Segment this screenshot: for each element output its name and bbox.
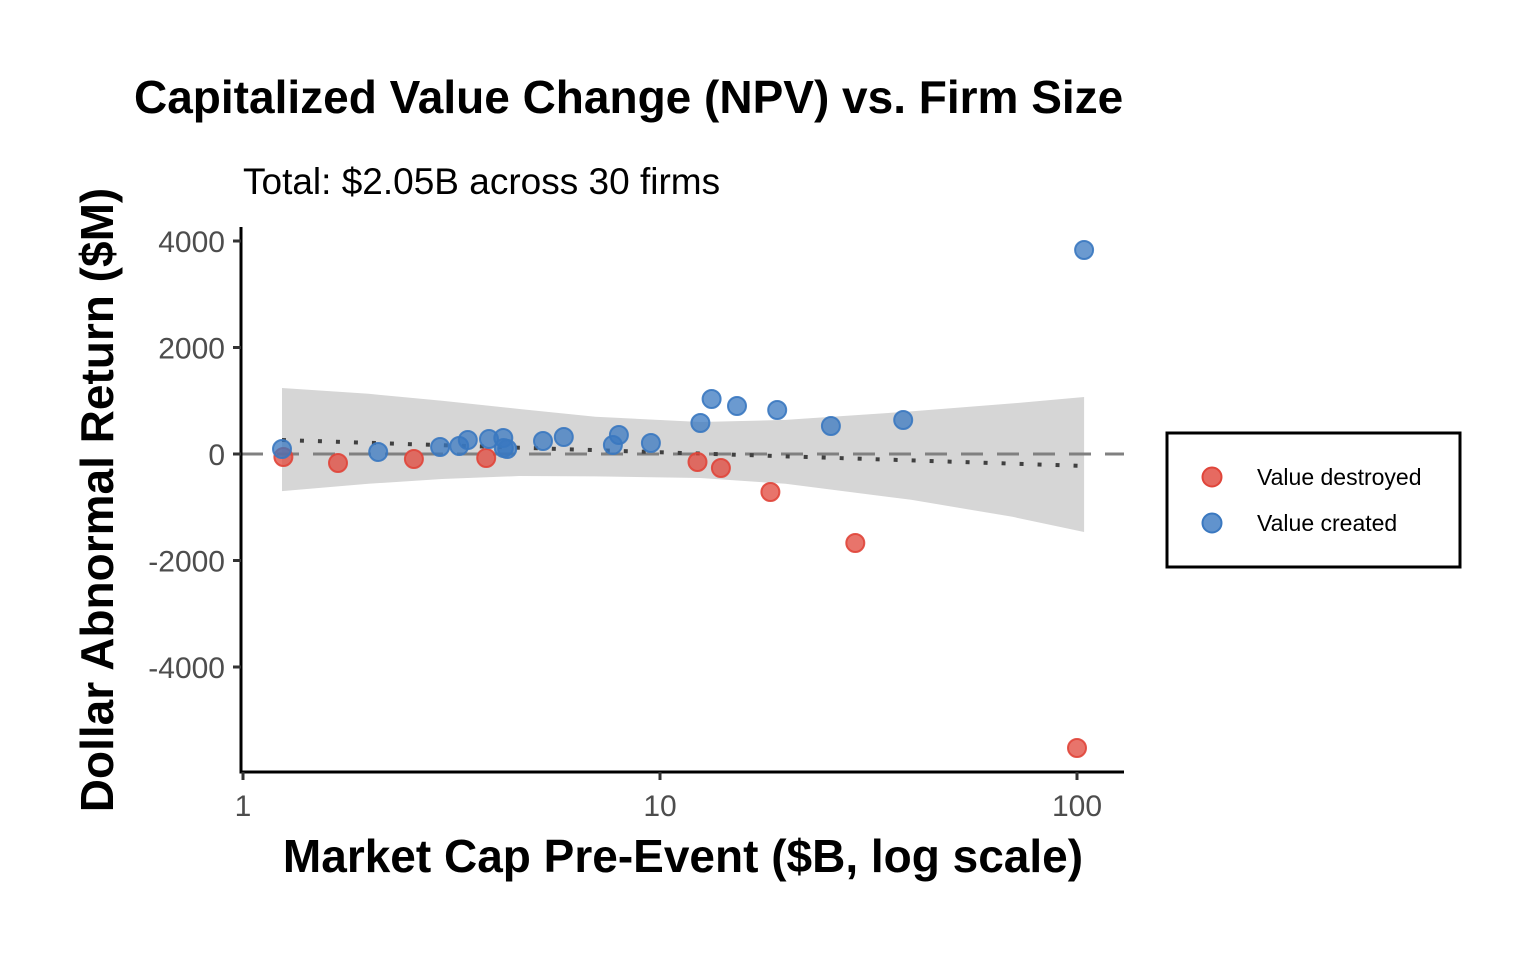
- y-axis-ticks: 4000 2000 0 -2000 -4000: [148, 226, 241, 685]
- x-tick-label: 10: [643, 790, 676, 823]
- legend-key-created: [1201, 512, 1223, 534]
- point-value-created: [690, 413, 711, 433]
- point-value-created: [767, 400, 788, 420]
- legend-label: Value destroyed: [1257, 464, 1422, 490]
- x-tick-label: 1: [235, 790, 252, 823]
- point-value-created: [701, 389, 722, 409]
- x-axis-ticks: 1 10 100: [235, 772, 1102, 823]
- point-value-destroyed: [710, 458, 731, 478]
- point-value-created: [727, 396, 747, 416]
- point-value-created: [272, 439, 292, 459]
- y-tick-label: 4000: [158, 226, 225, 259]
- point-value-destroyed: [403, 449, 424, 469]
- point-value-created: [457, 430, 478, 450]
- point-value-created: [820, 416, 841, 436]
- point-value-destroyed: [1067, 738, 1087, 758]
- point-value-destroyed: [845, 533, 866, 553]
- legend-label: Value created: [1257, 510, 1397, 536]
- y-axis-title: Dollar Abnormal Return ($M): [71, 188, 123, 812]
- point-value-created: [533, 431, 553, 451]
- x-tick-label: 100: [1052, 790, 1102, 823]
- point-value-created: [497, 439, 518, 459]
- point-value-created: [553, 427, 574, 447]
- axes: 4000 2000 0 -2000 -4000 1 10 100: [148, 226, 1124, 823]
- y-tick-label: 2000: [158, 333, 225, 366]
- point-value-destroyed: [687, 452, 708, 472]
- legend-key-destroyed: [1201, 466, 1223, 488]
- chart-title: Capitalized Value Change (NPV) vs. Firm …: [134, 71, 1123, 123]
- y-tick-label: -2000: [148, 546, 225, 579]
- point-value-created: [430, 437, 451, 457]
- point-value-created: [1074, 240, 1095, 260]
- point-value-created: [893, 410, 914, 430]
- point-value-created: [368, 442, 389, 462]
- legend: Value destroyed Value created: [1165, 431, 1462, 569]
- legend-box: [1165, 431, 1462, 569]
- trend-line: [281, 437, 1085, 468]
- plot-area: [241, 240, 1124, 758]
- chart-subtitle: Total: $2.05B across 30 firms: [243, 161, 720, 202]
- point-value-destroyed: [476, 448, 497, 468]
- point-value-created: [640, 433, 661, 453]
- y-tick-label: -4000: [148, 652, 225, 685]
- data-points: [272, 240, 1095, 758]
- point-value-destroyed: [328, 453, 348, 473]
- point-value-destroyed: [760, 482, 781, 502]
- y-tick-label: 0: [208, 439, 225, 472]
- x-axis-title: Market Cap Pre-Event ($B, log scale): [283, 830, 1083, 882]
- confidence-band: [282, 388, 1085, 532]
- point-value-created: [608, 425, 629, 445]
